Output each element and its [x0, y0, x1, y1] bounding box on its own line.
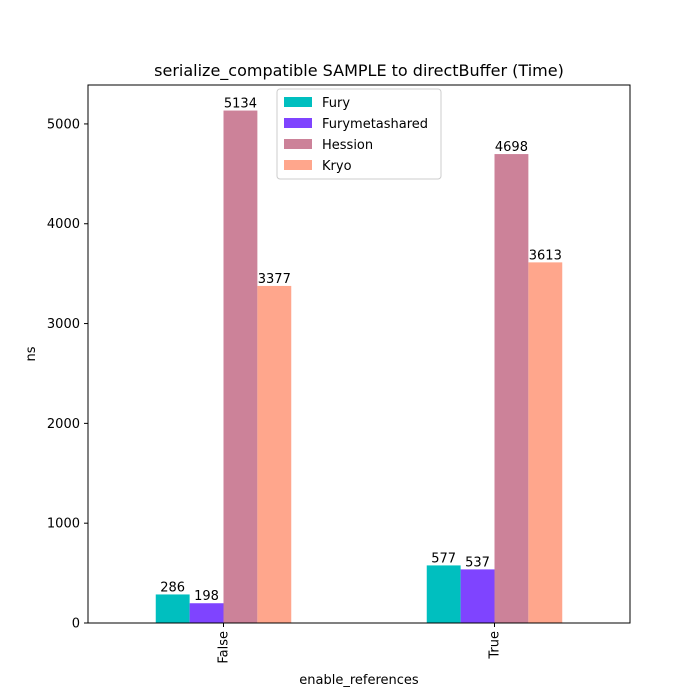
bar [189, 603, 224, 623]
x-axis-label: enable_references [299, 673, 419, 688]
bar-value-label: 5134 [224, 97, 257, 112]
legend-swatch [284, 160, 312, 170]
chart-title: serialize_compatible SAMPLE to directBuf… [154, 61, 564, 81]
bar [223, 110, 258, 624]
legend-swatch [284, 139, 312, 149]
bar [155, 594, 190, 623]
bar [426, 565, 461, 623]
legend-entry-label: Furymetashared [322, 117, 428, 132]
y-tick-label: 5000 [47, 117, 80, 132]
plot-frame [87, 84, 631, 624]
legend-swatch [284, 97, 312, 107]
bar [257, 285, 292, 623]
bar [494, 154, 529, 624]
y-tick-label: 0 [72, 617, 80, 632]
bar-value-label: 577 [431, 551, 456, 566]
legend: Fury Furymetashared Hession Kryo [276, 88, 442, 180]
x-tick-label: True [488, 631, 503, 660]
bar-value-label: 286 [160, 580, 185, 595]
bar-value-label: 3377 [258, 272, 291, 287]
bar-value-label: 537 [465, 555, 490, 570]
x-tick-label: False [217, 631, 232, 664]
legend-box [276, 88, 442, 180]
bar [460, 569, 495, 623]
plot-area: 286 577 198 537 5134 4698 3377 3613 0 1000 2000 300… [47, 84, 631, 664]
y-axis-label: ns [24, 346, 39, 361]
y-tick-label: 1000 [47, 517, 80, 532]
y-tick-label: 4000 [47, 217, 80, 232]
bar [528, 262, 563, 623]
legend-swatch [284, 118, 312, 128]
y-tick-label: 2000 [47, 417, 80, 432]
bar-value-label: 4698 [495, 140, 528, 155]
legend-entry-label: Kryo [322, 159, 352, 174]
legend-entry-label: Fury [322, 96, 350, 111]
bar-value-label: 198 [194, 589, 219, 604]
legend-entry-label: Hession [322, 138, 373, 153]
y-tick-label: 3000 [47, 317, 80, 332]
bar-value-label: 3613 [529, 248, 562, 263]
